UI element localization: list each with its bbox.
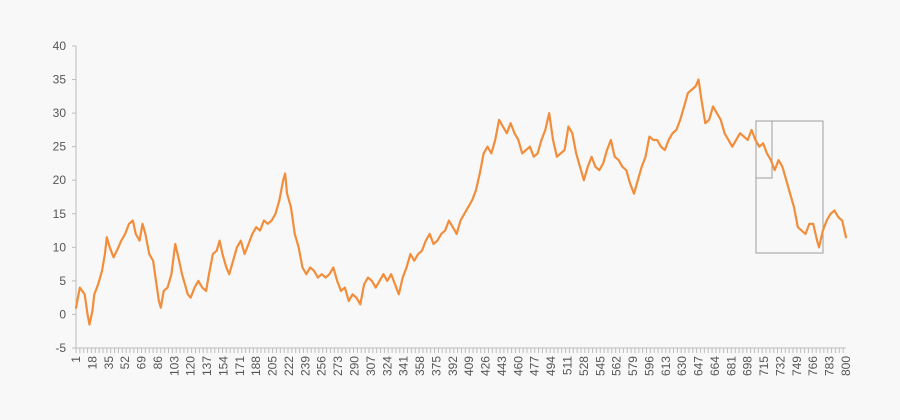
x-tick-label: 494 bbox=[544, 356, 558, 376]
y-tick-label: 5 bbox=[59, 274, 66, 288]
x-tick-label: 290 bbox=[348, 356, 362, 376]
y-tick-label: 30 bbox=[53, 106, 67, 120]
y-tick-label: 15 bbox=[53, 207, 67, 221]
x-axis: 1 18 35 52 69 86 103 120 137 154 171 188 205 222 239 25… bbox=[69, 347, 853, 376]
x-tick-label: 783 bbox=[823, 356, 837, 376]
x-tick-label: 800 bbox=[839, 356, 853, 376]
x-tick-label: 511 bbox=[560, 356, 574, 375]
x-tick-label: 375 bbox=[429, 356, 443, 376]
x-tick-label: 222 bbox=[282, 356, 296, 376]
x-tick-label: 647 bbox=[692, 356, 706, 376]
x-tick-label: 120 bbox=[184, 356, 198, 376]
y-tick-label: -5 bbox=[55, 341, 66, 355]
x-tick-label: 307 bbox=[364, 356, 378, 376]
x-tick-label: 18 bbox=[85, 356, 99, 370]
annotation-box-small bbox=[755, 120, 773, 179]
x-tick-label: 86 bbox=[151, 356, 165, 370]
x-tick-label: 103 bbox=[167, 356, 181, 376]
x-tick-label: 562 bbox=[610, 356, 624, 376]
x-tick-label: 341 bbox=[397, 356, 411, 376]
x-tick-label: 188 bbox=[249, 356, 263, 376]
annotation-boxes bbox=[755, 120, 824, 254]
series-line-0 bbox=[74, 78, 848, 326]
x-tick-label: 426 bbox=[479, 356, 493, 376]
x-tick-label: 35 bbox=[102, 356, 116, 370]
x-tick-label: 715 bbox=[757, 356, 771, 376]
x-tick-label: 324 bbox=[380, 356, 394, 376]
x-tick-label: 477 bbox=[528, 356, 542, 376]
x-tick-label: 239 bbox=[298, 356, 312, 376]
y-tick-label: 10 bbox=[53, 240, 67, 254]
x-tick-label: 613 bbox=[659, 356, 673, 376]
x-tick-label: 596 bbox=[642, 356, 656, 376]
x-tick-label: 358 bbox=[413, 356, 427, 376]
x-tick-label: 681 bbox=[724, 356, 738, 376]
x-tick-label: 392 bbox=[446, 356, 460, 376]
y-tick-label: 0 bbox=[59, 307, 66, 321]
y-axis: -5 0 5 10 15 20 25 30 35 40 bbox=[53, 39, 77, 355]
y-tick-label: 25 bbox=[53, 140, 67, 154]
x-tick-label: 664 bbox=[708, 356, 722, 376]
x-tick-label: 256 bbox=[315, 356, 329, 376]
x-tick-label: 460 bbox=[511, 356, 525, 376]
x-tick-label: 409 bbox=[462, 356, 476, 376]
y-tick-label: 40 bbox=[53, 39, 67, 53]
x-tick-label: 579 bbox=[626, 356, 640, 376]
x-tick-label: 52 bbox=[118, 356, 132, 370]
x-tick-label: 528 bbox=[577, 356, 591, 376]
annotation-box-large bbox=[755, 120, 824, 254]
y-tick-label: 20 bbox=[53, 173, 67, 187]
x-tick-label: 732 bbox=[773, 356, 787, 376]
x-tick-label: 698 bbox=[741, 356, 755, 376]
x-tick-label: 545 bbox=[593, 356, 607, 376]
y-tick-label: 35 bbox=[53, 73, 67, 87]
x-tick-label: 273 bbox=[331, 356, 345, 376]
x-tick-label: 154 bbox=[216, 356, 230, 376]
series-layer bbox=[74, 78, 848, 326]
x-tick-label: 1 bbox=[69, 356, 83, 363]
x-tick-label: 766 bbox=[806, 356, 820, 376]
x-tick-label: 69 bbox=[135, 356, 149, 370]
x-tick-label: 749 bbox=[790, 356, 804, 376]
x-tick-label: 443 bbox=[495, 356, 509, 376]
x-tick-label: 205 bbox=[266, 356, 280, 376]
x-tick-label: 137 bbox=[200, 356, 214, 376]
x-tick-label: 171 bbox=[233, 356, 247, 376]
x-tick-label: 630 bbox=[675, 356, 689, 376]
